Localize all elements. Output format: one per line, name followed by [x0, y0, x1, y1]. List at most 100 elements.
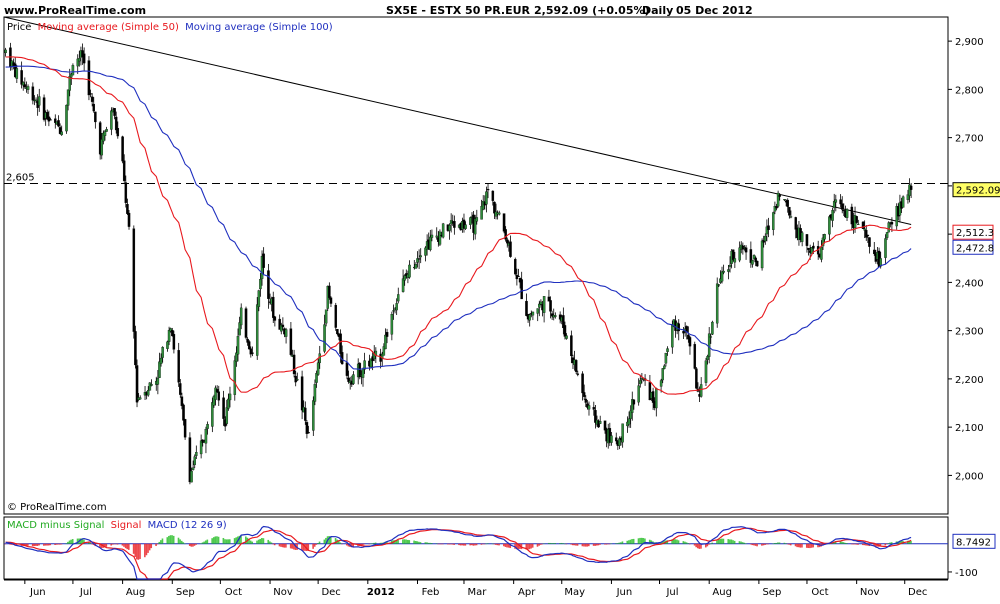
candle-body: [480, 206, 483, 220]
candle-body: [296, 379, 299, 381]
macd-hist-bar: [629, 539, 632, 544]
candle-body: [549, 300, 552, 312]
candle-body: [666, 348, 669, 352]
macd-hist-bar: [256, 540, 258, 544]
macd-hist-bar: [315, 543, 318, 545]
macd-hist-bar: [525, 543, 528, 550]
macd-hist-bar: [644, 538, 646, 544]
candle-body: [249, 348, 253, 355]
macd-hist-bar: [507, 543, 510, 548]
macd-hist-bar: [846, 543, 848, 544]
candle-body: [582, 392, 586, 397]
candle-body: [100, 139, 104, 156]
x-tick-label: Jul: [665, 587, 678, 598]
macd-hist-bar: [786, 543, 789, 545]
candle-body: [687, 334, 690, 340]
candle-body: [65, 104, 68, 132]
macd-hist-bar: [57, 543, 60, 545]
candle-body: [363, 360, 366, 370]
macd-hist-bar: [480, 543, 483, 545]
macd-hist-bar: [565, 543, 568, 545]
candle-body: [805, 234, 809, 246]
macd-y-tick-label: -100: [955, 568, 978, 579]
macd-hist-bar: [145, 543, 148, 556]
candle-body: [127, 212, 131, 227]
macd-hist-bar: [666, 540, 669, 544]
macd-hist-bar: [347, 543, 350, 547]
macd-hist-bar: [841, 541, 843, 544]
macd-hist-bar: [459, 543, 462, 546]
macd-hist-bar: [172, 535, 175, 544]
macd-hist-bar: [834, 541, 837, 544]
candle-body: [419, 255, 422, 258]
macd-hist-bar: [373, 542, 375, 544]
candle-body: [453, 221, 456, 228]
candle-body: [621, 423, 624, 443]
candle-body: [190, 470, 193, 483]
candle-body: [709, 336, 713, 338]
candle-body: [403, 275, 406, 281]
macd-hist-bar: [887, 543, 890, 544]
macd-hist-bar: [280, 543, 282, 547]
candle-body: [597, 420, 600, 428]
candle-body: [462, 219, 466, 229]
macd-hist-bar: [729, 539, 731, 544]
candle-body: [671, 324, 674, 348]
candle-body: [695, 368, 698, 389]
candle-body: [565, 335, 568, 339]
macd-hist-bar: [339, 542, 342, 544]
candle-body: [908, 184, 911, 196]
macd-hist-bar: [192, 543, 194, 547]
candle-body: [438, 231, 442, 245]
macd-hist-bar: [517, 543, 520, 550]
candle-body: [225, 407, 229, 424]
candle-body: [794, 217, 797, 230]
x-tick-label: 2012: [367, 587, 395, 598]
macd-hist-bar: [620, 542, 622, 544]
candle-body: [177, 350, 180, 383]
candle-body: [339, 333, 342, 354]
macd-hist-bar: [470, 543, 473, 546]
macd-hist-bar: [123, 543, 125, 547]
quote-label: 2,592.09 (+0.05%): [534, 4, 650, 17]
candle-body: [305, 422, 309, 434]
macd-hist-bar: [487, 543, 489, 544]
macd-hist-bar: [498, 543, 500, 546]
macd-hist-bar: [539, 543, 542, 545]
macd-hist-bar: [442, 543, 444, 545]
macd-hist-bar: [216, 536, 218, 544]
macd-hist-bar: [594, 543, 597, 546]
candle-body: [850, 206, 854, 225]
candle-body: [820, 246, 823, 260]
macd-last-value-box: [952, 533, 996, 549]
macd-hist-bar: [370, 543, 372, 545]
macd-hist-bar: [43, 543, 45, 546]
macd-hist-bar: [527, 543, 529, 550]
macd-hist-bar: [677, 540, 680, 544]
legend-ma50: Moving average (Simple 50): [38, 22, 179, 33]
candle-body: [842, 209, 846, 212]
candle-body: [292, 354, 296, 375]
macd-hist-bar: [379, 542, 382, 544]
macd-hist-bar: [608, 543, 611, 545]
macd-hist-bar: [801, 543, 803, 548]
candle-body: [54, 118, 57, 123]
macd-hist-bar: [738, 541, 741, 544]
macd-hist-bar: [190, 543, 193, 547]
macd-hist-bar: [799, 543, 802, 548]
candle-body: [4, 49, 7, 54]
candle-body: [823, 234, 826, 240]
macd-hist-bar: [155, 543, 157, 547]
candle-body: [23, 84, 27, 88]
macd-hist-bar: [302, 543, 305, 551]
macd-hist-bar: [99, 543, 101, 548]
macd-hist-bar: [696, 543, 699, 549]
macd-hist-bar: [530, 543, 532, 549]
candle-body: [788, 206, 791, 216]
candle-body: [491, 190, 495, 201]
macd-hist-bar: [46, 543, 48, 546]
macd-hist-bar: [259, 538, 262, 544]
macd-hist-bar: [317, 543, 319, 544]
candle-body: [614, 437, 618, 442]
y-tick-label: 2,700: [955, 134, 984, 145]
